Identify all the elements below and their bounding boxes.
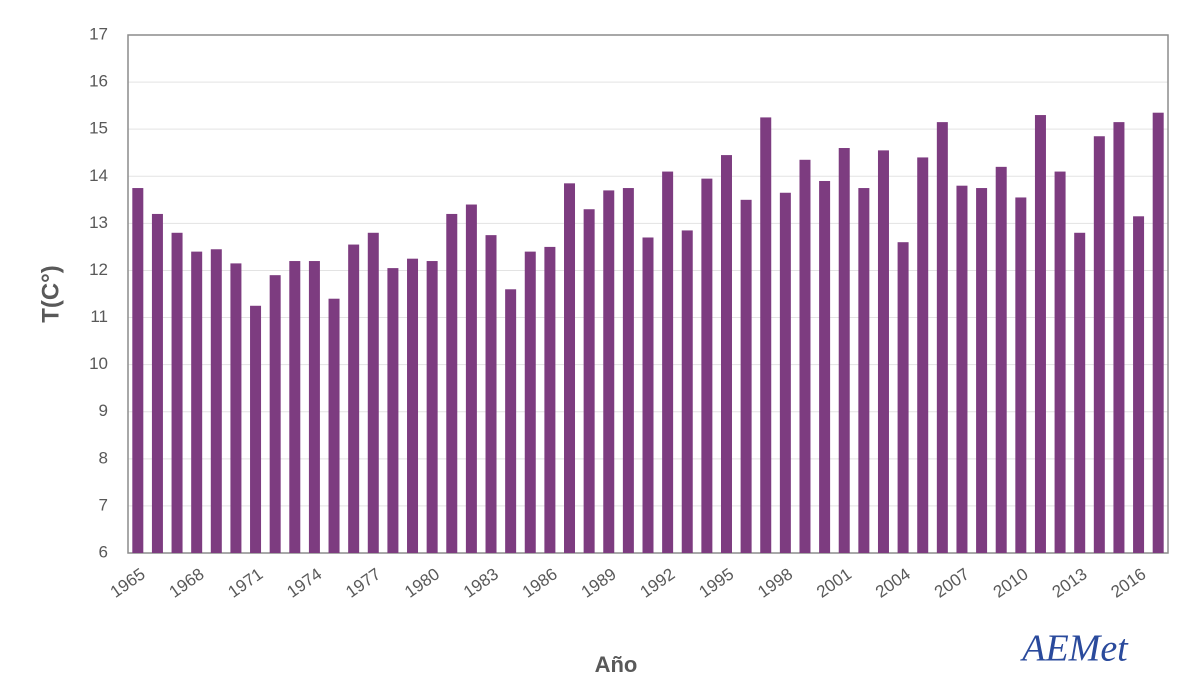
x-tick-label: 2010 bbox=[990, 564, 1032, 601]
x-tick-label: 2016 bbox=[1108, 564, 1150, 601]
bar bbox=[348, 244, 360, 553]
bar bbox=[642, 237, 654, 553]
x-tick-label: 1977 bbox=[342, 564, 384, 601]
bar bbox=[681, 230, 693, 553]
x-tick-label: 1968 bbox=[166, 564, 208, 601]
x-tick-label: 1971 bbox=[225, 564, 267, 601]
bar bbox=[877, 150, 889, 553]
bar bbox=[426, 261, 438, 553]
bar bbox=[1015, 197, 1027, 554]
bar bbox=[446, 213, 458, 554]
bar bbox=[367, 232, 379, 554]
bar bbox=[1133, 216, 1145, 554]
y-tick-label: 10 bbox=[89, 354, 108, 373]
bar bbox=[210, 249, 222, 553]
y-tick-label: 14 bbox=[89, 166, 108, 185]
bar bbox=[250, 305, 262, 553]
bar bbox=[1113, 122, 1125, 554]
bar bbox=[603, 190, 615, 553]
y-tick-label: 6 bbox=[99, 542, 108, 561]
bar bbox=[132, 188, 144, 553]
bar bbox=[524, 251, 536, 554]
x-tick-label: 1986 bbox=[519, 564, 561, 601]
y-tick-label: 15 bbox=[89, 119, 108, 138]
y-tick-label: 8 bbox=[99, 448, 108, 467]
bar bbox=[779, 192, 791, 553]
x-tick-label: 1974 bbox=[283, 564, 325, 601]
bar bbox=[308, 261, 320, 553]
bar bbox=[328, 298, 340, 553]
bar bbox=[1074, 232, 1086, 554]
bar bbox=[583, 209, 595, 553]
x-tick-label: 1980 bbox=[401, 564, 443, 601]
x-tick-label: 2001 bbox=[813, 564, 855, 601]
bar bbox=[1093, 136, 1105, 553]
bar bbox=[230, 263, 242, 553]
bar bbox=[505, 289, 517, 553]
bar bbox=[465, 204, 477, 553]
bar bbox=[191, 251, 203, 554]
bar bbox=[485, 235, 497, 554]
bar bbox=[662, 171, 674, 553]
x-tick-label: 1983 bbox=[460, 564, 502, 601]
x-tick-label: 2013 bbox=[1049, 564, 1091, 601]
bar bbox=[858, 188, 870, 553]
bar bbox=[171, 232, 183, 554]
bar bbox=[720, 155, 732, 553]
bar bbox=[544, 246, 556, 553]
y-tick-label: 11 bbox=[90, 307, 108, 326]
bar bbox=[1054, 171, 1066, 553]
bar bbox=[564, 183, 576, 553]
bar bbox=[917, 157, 929, 553]
bar bbox=[407, 258, 419, 553]
x-tick-label: 1992 bbox=[637, 564, 679, 601]
bar bbox=[936, 122, 948, 554]
bar bbox=[897, 242, 909, 553]
x-tick-label: 1995 bbox=[695, 564, 737, 601]
y-axis-title: T(C°) bbox=[37, 265, 64, 323]
bar bbox=[995, 166, 1007, 553]
bar bbox=[151, 213, 163, 554]
y-tick-label: 7 bbox=[99, 495, 108, 514]
bar bbox=[956, 185, 968, 553]
bar bbox=[1034, 115, 1046, 554]
y-tick-label: 9 bbox=[99, 401, 108, 420]
bar bbox=[976, 188, 988, 553]
bar bbox=[760, 117, 772, 553]
y-tick-label: 16 bbox=[89, 72, 108, 91]
bar bbox=[289, 261, 301, 553]
bar bbox=[838, 148, 850, 553]
x-tick-label: 1998 bbox=[754, 564, 796, 601]
y-tick-label: 13 bbox=[89, 213, 108, 232]
x-axis-title: Año bbox=[595, 652, 638, 675]
logo: AEMet bbox=[1019, 628, 1129, 670]
y-tick-label: 12 bbox=[89, 260, 108, 279]
y-tick-label: 17 bbox=[89, 24, 108, 43]
x-tick-label: 1989 bbox=[578, 564, 620, 601]
bar bbox=[1152, 112, 1164, 553]
x-tick-label: 2007 bbox=[931, 564, 973, 601]
bar bbox=[799, 159, 811, 554]
bar bbox=[387, 268, 399, 553]
bar bbox=[701, 178, 713, 554]
bar bbox=[740, 199, 752, 553]
x-tick-label: 1965 bbox=[107, 564, 149, 601]
bar bbox=[819, 180, 831, 553]
x-tick-label: 2004 bbox=[872, 564, 914, 601]
bar bbox=[269, 275, 281, 553]
bar bbox=[622, 188, 634, 553]
